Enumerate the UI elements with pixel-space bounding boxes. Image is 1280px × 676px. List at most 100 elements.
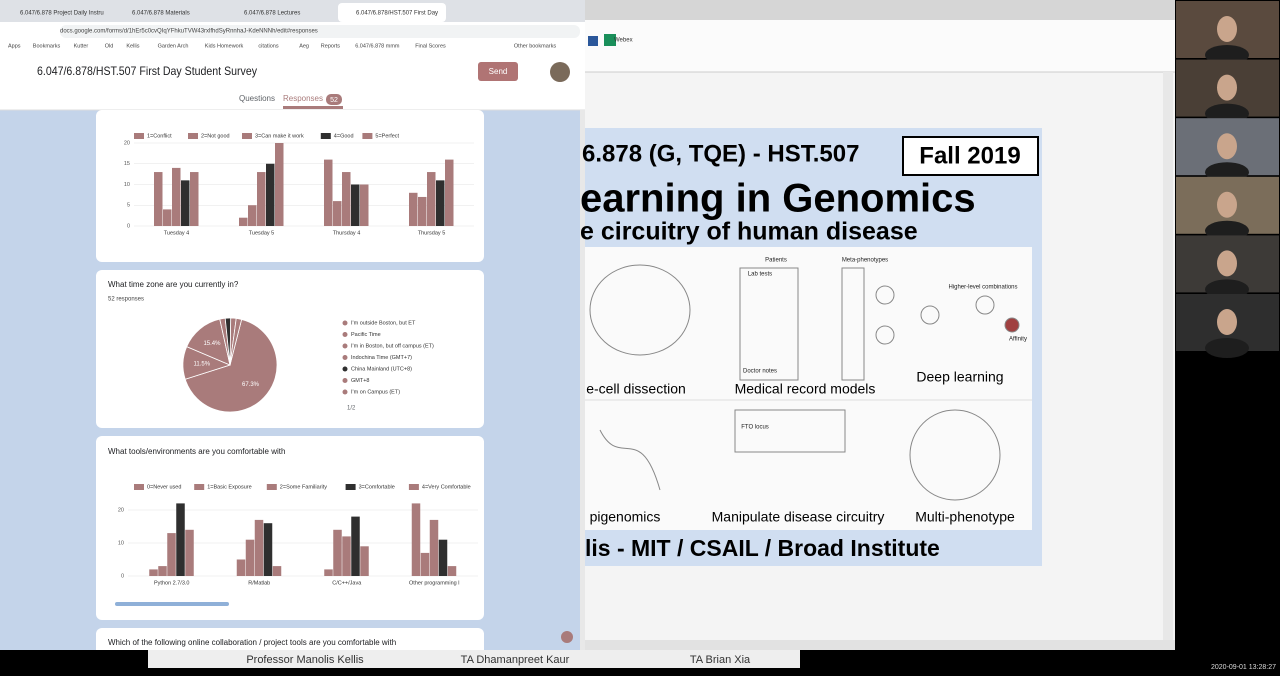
- bookmark[interactable]: citations: [258, 43, 278, 49]
- legend-label: 3=Can make it work: [255, 133, 304, 139]
- participant-name: TA Dhamanpreet Kaur: [461, 654, 570, 666]
- slide-title: earning in Genomics: [580, 177, 976, 221]
- bar: [333, 529, 342, 576]
- bar: [360, 184, 369, 226]
- tab-questions[interactable]: Questions: [239, 94, 275, 103]
- legend-swatch: [345, 484, 356, 490]
- bookmark[interactable]: Kids Homework: [205, 43, 244, 49]
- participant-face: [1217, 133, 1237, 160]
- term-box: [902, 136, 1039, 176]
- node: [875, 285, 895, 305]
- legend-dot: [342, 332, 348, 337]
- browser-tab[interactable]: [2, 3, 110, 22]
- pagination[interactable]: 1/2: [347, 406, 356, 412]
- pie-slice: [184, 318, 278, 413]
- legend-swatch: [362, 133, 373, 139]
- legend-label: I'm on Campus (ET): [351, 389, 400, 395]
- phenotype-web: [909, 409, 1001, 501]
- legend-label: 2=Some Familiarity: [280, 484, 327, 490]
- figure-label: Doctor notes: [743, 369, 777, 375]
- legend-label: 3=Comfortable: [359, 484, 395, 490]
- tab-title[interactable]: 6.047/6.878 Lectures: [244, 11, 300, 17]
- participant-face: [1217, 250, 1237, 277]
- participant-name: Professor Manolis Kellis: [246, 654, 364, 666]
- bar: [324, 569, 333, 576]
- participant-face: [1217, 191, 1237, 218]
- slide-term: Fall 2019: [919, 142, 1020, 169]
- bookmark[interactable]: 6.047/6.878 mmm: [355, 43, 400, 49]
- send-button[interactable]: [478, 62, 518, 81]
- epigenome-sketch: [599, 429, 661, 491]
- bar: [158, 566, 167, 576]
- legend-swatch: [188, 133, 198, 139]
- records-box: [739, 267, 799, 381]
- panel-caption: Manipulate disease circuitry: [712, 509, 885, 525]
- bookmark[interactable]: Garden Arch: [158, 43, 189, 49]
- bar: [351, 516, 360, 576]
- legend-label: 4=Good: [334, 133, 354, 139]
- bar: [266, 163, 275, 226]
- avatar[interactable]: [550, 62, 570, 82]
- bar: [324, 159, 333, 226]
- legend-swatch: [266, 484, 277, 490]
- webex-label[interactable]: Webex: [614, 38, 633, 44]
- bar: [409, 192, 418, 226]
- url[interactable]: docs.google.com/forms/d/1hEr5c0cvQIqYFhk…: [60, 29, 318, 35]
- legend-dot: [342, 343, 348, 349]
- x-tick-label: Thursday 5: [418, 230, 446, 236]
- response-badge: [326, 94, 342, 105]
- slice-label: 11.5%: [194, 361, 211, 367]
- ribbon-icon: [588, 36, 598, 46]
- bookmark[interactable]: Aeg: [299, 43, 309, 49]
- bar: [245, 539, 255, 576]
- panel-caption: e-cell dissection: [586, 381, 686, 397]
- bar: [351, 184, 360, 226]
- bar: [190, 172, 199, 226]
- tab-indicator: [283, 106, 343, 109]
- bookmark[interactable]: Old: [105, 43, 114, 49]
- phenotypes-box: [841, 267, 865, 381]
- tab-title[interactable]: 6.047/6.878 Project Daily Instru: [20, 11, 104, 17]
- ribbon: [585, 20, 1175, 72]
- legend-label: 5=Perfect: [375, 133, 399, 139]
- figure-sketches: [589, 264, 1020, 501]
- figure-label: Patients: [765, 258, 787, 264]
- tab-responses[interactable]: Responses: [283, 94, 323, 103]
- bookmark[interactable]: Kutter: [74, 43, 89, 49]
- bookmark[interactable]: Reports: [321, 43, 341, 49]
- h-scrollbar: [115, 602, 229, 606]
- y-tick-label: 0: [121, 573, 124, 579]
- bookmark[interactable]: Final Scores: [415, 43, 446, 49]
- bar: [275, 143, 284, 226]
- bookmark[interactable]: Other bookmarks: [514, 43, 556, 49]
- panel-caption: Multi-phenotype: [915, 509, 1015, 525]
- slide-figure: [580, 247, 1032, 530]
- y-tick-label: 20: [124, 140, 130, 146]
- bookmark[interactable]: Kellis: [126, 43, 139, 49]
- node: [975, 295, 995, 315]
- bar: [342, 536, 351, 576]
- send-label[interactable]: Send: [489, 67, 508, 76]
- legend-label: Pacific Time: [351, 332, 381, 338]
- address-bar[interactable]: [60, 25, 580, 38]
- legend-dot: [342, 389, 348, 395]
- x-tick-label: Tuesday 5: [249, 230, 274, 236]
- tab-title[interactable]: 6.047/6.878/HST.507 First Day: [356, 11, 438, 17]
- bookmark[interactable]: Bookmarks: [33, 43, 61, 49]
- pie-slice: [229, 317, 243, 366]
- legend-label: 0=Never used: [147, 484, 181, 490]
- tab-title[interactable]: 6.047/6.878 Materials: [132, 11, 190, 17]
- browser-tab[interactable]: [338, 3, 446, 22]
- bar: [272, 566, 282, 576]
- panel-caption: pigenomics: [590, 509, 661, 525]
- timestamp: 2020-09-01 13:28:27: [1211, 664, 1276, 671]
- legend-label: 1=Basic Exposure: [207, 484, 251, 490]
- bar: [418, 196, 427, 226]
- help-button[interactable]: [561, 631, 573, 643]
- browser-tab[interactable]: [114, 3, 222, 22]
- legend-label: China Mainland (UTC+8): [351, 366, 412, 372]
- figure-label: Affinity: [1009, 337, 1027, 343]
- browser-tab[interactable]: [226, 3, 334, 22]
- bookmark[interactable]: Apps: [8, 43, 21, 49]
- node: [920, 305, 940, 325]
